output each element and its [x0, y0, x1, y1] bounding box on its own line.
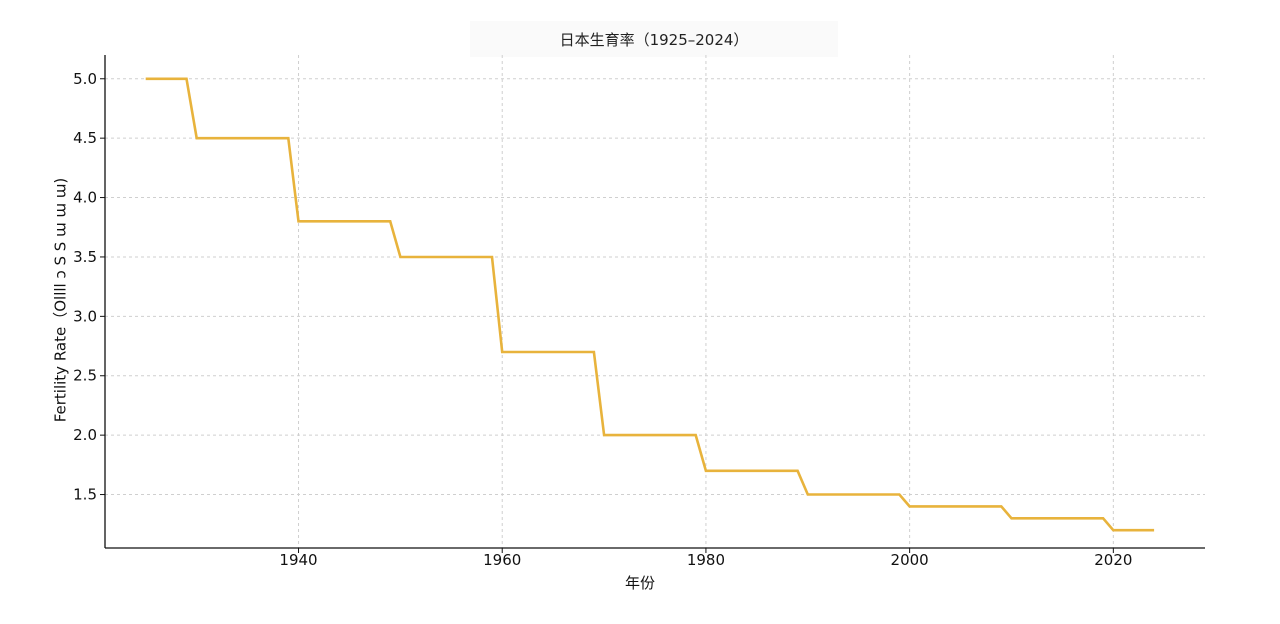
y-tick-label: 2.5	[73, 367, 97, 385]
y-tick-label: 5.0	[73, 70, 97, 88]
x-tick-label: 2020	[1094, 551, 1132, 569]
x-tick-label: 1980	[687, 551, 725, 569]
fertility-rate-line	[145, 77, 1155, 532]
y-tick-label: 4.0	[73, 189, 97, 207]
y-tick-label: 1.5	[73, 486, 97, 504]
x-tick-label: 1940	[279, 551, 317, 569]
x-tick-label: 2000	[891, 551, 929, 569]
y-tick-label: 4.5	[73, 129, 97, 147]
y-tick-label: 3.5	[73, 248, 97, 266]
y-axis-label: Fertility Rate（Ollll ɔ S S ɯ ɯ ɯ)	[51, 177, 70, 423]
x-axis-label: 年份	[624, 574, 655, 592]
chart-title-box: 日本生育率（1925–2024）	[470, 21, 838, 57]
x-tick-label: 1960	[483, 551, 521, 569]
chart-title: 日本生育率（1925–2024）	[559, 30, 749, 49]
y-tick-label: 2.0	[73, 426, 97, 444]
y-tick-label: 3.0	[73, 307, 97, 325]
